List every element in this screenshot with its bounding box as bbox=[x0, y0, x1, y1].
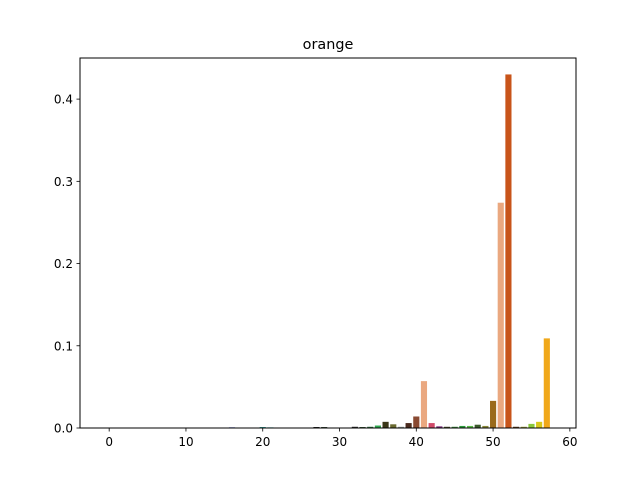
bar-32 bbox=[351, 426, 358, 428]
x-tick-label: 60 bbox=[562, 435, 577, 449]
bar-46 bbox=[459, 425, 466, 428]
y-tick-label: 0.3 bbox=[54, 175, 73, 189]
plot-frame bbox=[79, 57, 577, 429]
bar-51 bbox=[497, 202, 504, 428]
bar-34 bbox=[367, 426, 374, 428]
bar-56 bbox=[536, 421, 543, 428]
y-tick-label: 0.2 bbox=[54, 257, 73, 271]
bar-54 bbox=[520, 426, 527, 428]
x-tick-label: 20 bbox=[255, 435, 270, 449]
x-tick-label: 30 bbox=[332, 435, 347, 449]
bar-55 bbox=[528, 423, 535, 428]
y-tick-label: 0.4 bbox=[54, 93, 73, 107]
x-tick-label: 40 bbox=[409, 435, 424, 449]
y-axis: 0.0 0.1 0.2 0.3 0.4 bbox=[54, 93, 80, 436]
bar-36 bbox=[382, 421, 389, 428]
bar-40 bbox=[413, 416, 420, 428]
bar-35 bbox=[374, 425, 381, 428]
x-tick-label: 50 bbox=[485, 435, 500, 449]
x-axis: 0 10 20 30 40 50 60 bbox=[105, 428, 577, 449]
bar-45 bbox=[451, 426, 458, 428]
bar-39 bbox=[405, 423, 412, 428]
bar-49 bbox=[482, 425, 489, 428]
bar-44 bbox=[443, 426, 451, 428]
bar-38 bbox=[397, 426, 405, 428]
bar-52 bbox=[505, 74, 512, 428]
bar-50 bbox=[490, 400, 497, 428]
bar-57 bbox=[543, 338, 550, 428]
x-tick-label: 10 bbox=[178, 435, 193, 449]
bar-37 bbox=[390, 424, 397, 428]
chart-title: orange bbox=[303, 37, 354, 53]
bar-43 bbox=[436, 426, 443, 428]
x-tick-label: 0 bbox=[105, 435, 113, 449]
bar-42 bbox=[428, 423, 435, 428]
bar-41 bbox=[420, 381, 428, 428]
bar-47 bbox=[466, 425, 474, 428]
y-tick-label: 0.1 bbox=[54, 339, 73, 353]
y-tick-label: 0.0 bbox=[54, 422, 73, 436]
bar-48 bbox=[474, 424, 481, 428]
bar-53 bbox=[513, 426, 520, 428]
